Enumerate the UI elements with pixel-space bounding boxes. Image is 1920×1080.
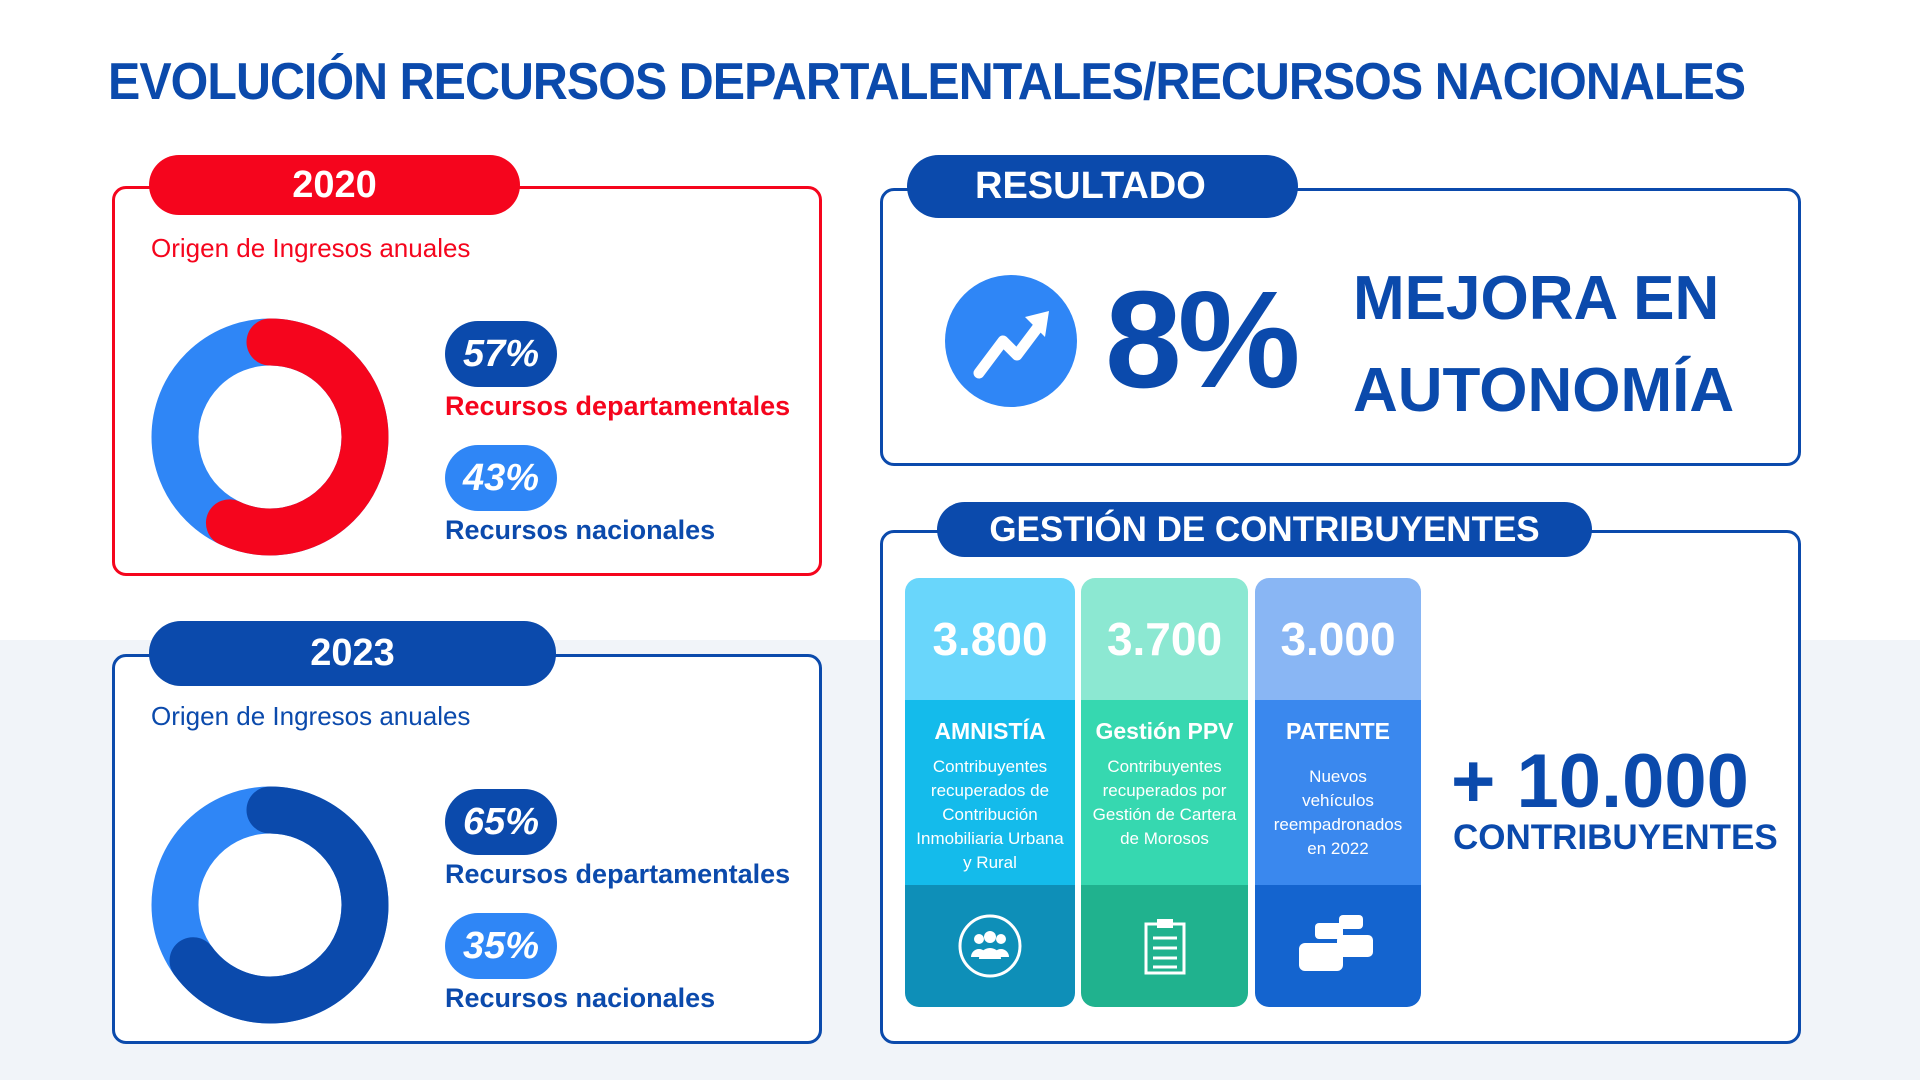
cars-icon bbox=[1299, 915, 1373, 971]
card-title: AMNISTÍA bbox=[934, 718, 1046, 744]
trending-up-icon bbox=[945, 275, 1077, 407]
dept-pct-badge: 57% bbox=[445, 321, 557, 387]
result-pill: RESULTADO bbox=[907, 155, 1298, 218]
result-panel: 8% MEJORA EN AUTONOMÍA bbox=[880, 188, 1801, 466]
dept-segment bbox=[151, 318, 389, 556]
result-line1: MEJORA EN bbox=[1353, 264, 1720, 333]
dept-label: Recursos departamentales bbox=[445, 859, 791, 889]
donut-chart-2020 bbox=[151, 318, 389, 556]
dept-label: Recursos departamentales bbox=[445, 391, 791, 421]
card-number: 3.700 bbox=[1081, 578, 1248, 700]
card-patente: 3.000 PATENTE Nuevos vehículos reempadron… bbox=[1255, 578, 1421, 1007]
year-pill-2020: 2020 bbox=[149, 155, 520, 215]
clipboard-icon bbox=[1144, 919, 1185, 975]
card-title: PATENTE bbox=[1286, 718, 1390, 744]
nat-pct-badge: 35% bbox=[445, 913, 557, 979]
nat-label: Recursos nacionales bbox=[445, 983, 716, 1013]
total-label: CONTRIBUYENTES bbox=[1453, 818, 1778, 857]
donut-chart-2023 bbox=[151, 786, 389, 1024]
dept-segment bbox=[151, 786, 389, 1024]
result-value: 8% bbox=[1105, 263, 1300, 417]
card-title: Gestión PPV bbox=[1095, 718, 1234, 744]
card-number: 3.000 bbox=[1255, 578, 1421, 700]
card-body: PATENTE Nuevos vehículos reempadronados e… bbox=[1255, 700, 1421, 885]
card-body: AMNISTÍA Contribuyentes recuperados de Co… bbox=[905, 700, 1075, 885]
card-desc: Contribuyentes recuperados por Gestión d… bbox=[1092, 757, 1237, 848]
card-amnistia: 3.800 AMNISTÍA Contribuyentes recuperados… bbox=[905, 578, 1075, 1007]
card-number: 3.800 bbox=[905, 578, 1075, 700]
panel-subtitle: Origen de Ingresos anuales bbox=[151, 233, 471, 263]
page-title: EVOLUCIÓN RECURSOS DEPARTALENTALES/RECUR… bbox=[108, 53, 1746, 111]
nat-pct-badge: 43% bbox=[445, 445, 557, 511]
card-desc: Nuevos vehículos reempadronados en 2022 bbox=[1273, 767, 1403, 858]
nat-label: Recursos nacionales bbox=[445, 515, 716, 545]
total-value: + 10.000 bbox=[1451, 739, 1749, 824]
card-body: Gestión PPV Contribuyentes recuperados po… bbox=[1081, 700, 1248, 885]
dept-pct-badge: 65% bbox=[445, 789, 557, 855]
panel-2020: Origen de Ingresos anuales 57% Recursos … bbox=[112, 186, 822, 576]
year-pill-2023: 2023 bbox=[149, 621, 556, 686]
gestion-pill: GESTIÓN DE CONTRIBUYENTES bbox=[937, 502, 1592, 557]
result-line2: AUTONOMÍA bbox=[1353, 356, 1735, 425]
panel-subtitle: Origen de Ingresos anuales bbox=[151, 701, 471, 731]
card-desc: Contribuyentes recuperados de Contribuci… bbox=[916, 757, 1064, 872]
card-gestion-ppv: 3.700 Gestión PPV Contribuyentes recupera… bbox=[1081, 578, 1248, 1007]
group-icon bbox=[958, 914, 1022, 978]
panel-2023: Origen de Ingresos anuales 65% Recursos … bbox=[112, 654, 822, 1044]
